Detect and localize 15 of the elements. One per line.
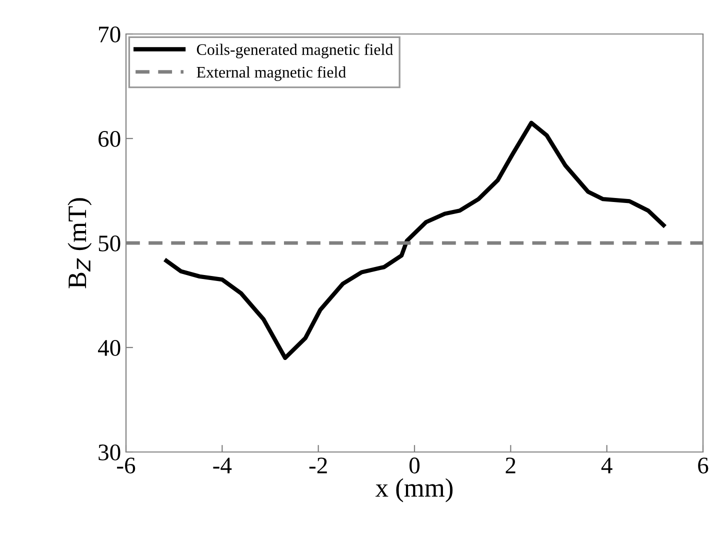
y-tick-label: 60 — [98, 130, 120, 147]
y-tick-label: 40 — [98, 340, 120, 356]
x-tick-label: -4 — [213, 458, 232, 474]
x-tick-label: 6 — [698, 458, 708, 474]
legend-label: Coils-generated magnetic field — [196, 44, 393, 58]
x-tick-label: -2 — [309, 458, 327, 474]
x-axis-title: x (mm) — [376, 478, 453, 502]
x-tick-label: 4 — [601, 458, 612, 474]
x-tick-label: 0 — [409, 458, 420, 474]
y-axis-title: B$_{Z}$ (mT) — [68, 198, 92, 288]
legend-label: External magnetic field — [196, 66, 346, 81]
y-tick-label: 70 — [99, 26, 120, 42]
line-series — [164, 120, 666, 360]
x-tick-label: 2 — [506, 458, 516, 474]
y-tick-label: 50 — [98, 235, 120, 252]
